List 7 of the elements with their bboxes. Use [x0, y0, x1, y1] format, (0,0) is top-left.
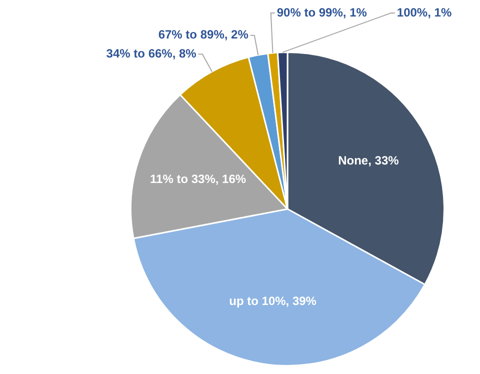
slice-label: None, 33%	[338, 153, 400, 168]
slice-label: 90% to 99%, 1%	[276, 5, 368, 20]
slice-label: 34% to 66%, 8%	[106, 46, 197, 60]
slice-label: 67% to 89%, 2%	[158, 28, 249, 42]
slice-label: 11% to 33%, 16%	[150, 172, 246, 186]
slice-label: 100%, 1%	[396, 5, 452, 20]
slice-label: up to 10%, 39%	[229, 294, 317, 308]
